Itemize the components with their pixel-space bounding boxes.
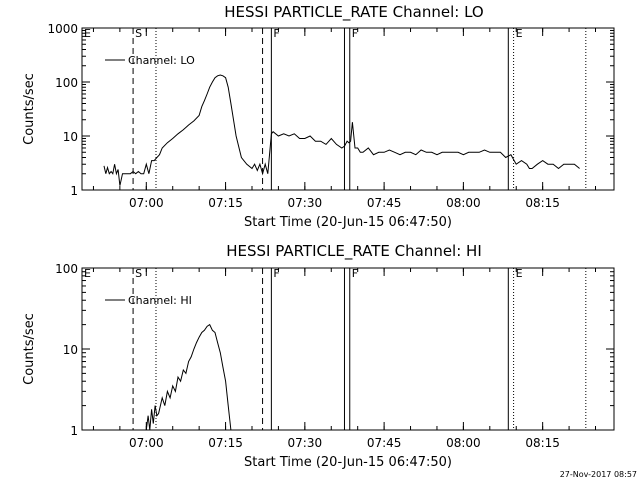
legend-label: Channel: LO [128,54,195,67]
x-tick-label: 07:45 [367,436,402,450]
event-marker-label: E [84,27,91,40]
series-line-lo [103,74,580,186]
event-marker-label: E [84,267,91,280]
x-tick-label: 07:15 [208,196,243,210]
y-tick-label: 1 [70,184,78,198]
plot-frame [81,27,615,191]
x-axis-label: Start Time (20-Jun-15 06:47:50) [244,455,452,470]
x-tick-label: 08:15 [525,196,560,210]
x-axis-label: Start Time (20-Jun-15 06:47:50) [244,215,452,230]
event-marker-label: F [273,267,279,280]
y-axis-label: Counts/sec [22,73,37,145]
y-tick-label: 1000 [47,22,78,36]
event-marker-label: F [352,27,358,40]
x-tick-label: 07:30 [288,196,323,210]
y-tick-label: 1 [70,424,78,438]
event-marker-label: F [352,267,358,280]
y-tick-label: 100 [55,262,78,276]
chart-legend: Channel: LO [105,54,195,67]
x-tick-label: 08:00 [446,436,481,450]
plot-frame [81,267,615,431]
chart-title: HESSI PARTICLE_RATE Channel: HI [226,242,482,261]
x-tick-label: 08:00 [446,196,481,210]
y-tick-label: 10 [63,343,78,357]
event-marker-label: E [516,267,523,280]
timestamp-footer: 27-Nov-2017 08:57 [560,470,637,479]
x-tick-label: 07:45 [367,196,402,210]
event-marker-label: F [273,27,279,40]
event-marker-label: E [516,27,523,40]
y-axis-label: Counts/sec [22,313,37,385]
event-marker-label: S [135,27,142,40]
axis-ticks: 07:00 07:15 07:30 07:45 08:00 08:15 1 10 100 1000 [47,22,614,210]
x-tick-label: 07:30 [288,436,323,450]
chart-title: HESSI PARTICLE_RATE Channel: LO [224,3,483,22]
hi-channel-chart: HESSI PARTICLE_RATE Channel: HI Start Ti… [22,242,615,470]
x-tick-label: 07:00 [129,196,164,210]
chart-legend: Channel: HI [105,294,192,307]
y-tick-label: 10 [63,130,78,144]
x-tick-label: 07:15 [208,436,243,450]
y-tick-label: 100 [55,76,78,90]
lo-channel-chart: HESSI PARTICLE_RATE Channel: LO Start Ti… [22,3,615,230]
x-tick-label: 07:00 [129,436,164,450]
legend-label: Channel: HI [128,294,192,307]
x-tick-label: 08:15 [525,436,560,450]
axis-ticks: 07:00 07:15 07:30 07:45 08:00 08:15 1 10 100 [55,262,614,450]
event-marker-label: S [135,267,142,280]
series-line-hi [145,323,232,431]
